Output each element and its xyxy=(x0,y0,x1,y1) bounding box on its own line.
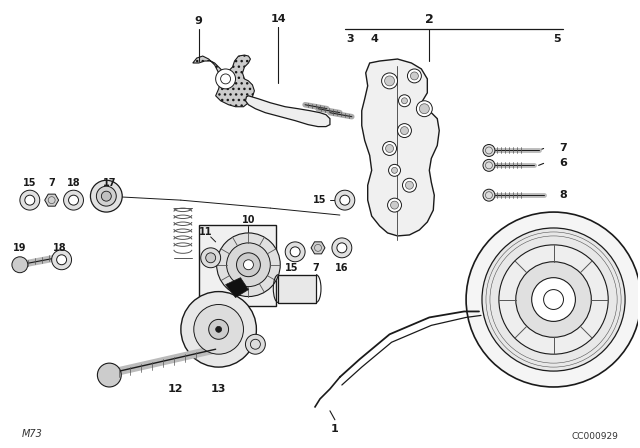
Circle shape xyxy=(516,262,591,337)
Circle shape xyxy=(406,181,413,189)
Circle shape xyxy=(385,76,394,86)
Circle shape xyxy=(217,233,280,297)
Text: 15: 15 xyxy=(285,263,299,273)
Polygon shape xyxy=(45,194,59,206)
Circle shape xyxy=(63,190,83,210)
Text: 14: 14 xyxy=(271,14,286,24)
Polygon shape xyxy=(311,242,325,254)
Circle shape xyxy=(201,248,221,268)
Circle shape xyxy=(390,201,399,209)
Circle shape xyxy=(385,145,394,152)
Circle shape xyxy=(332,238,352,258)
Text: 6: 6 xyxy=(559,159,568,168)
Circle shape xyxy=(335,190,355,210)
Circle shape xyxy=(397,124,412,138)
Circle shape xyxy=(52,250,72,270)
Circle shape xyxy=(181,292,257,367)
Circle shape xyxy=(237,253,260,277)
Circle shape xyxy=(97,186,116,206)
Circle shape xyxy=(12,257,28,273)
Text: 5: 5 xyxy=(553,34,561,44)
Circle shape xyxy=(57,255,67,265)
Circle shape xyxy=(388,198,401,212)
Circle shape xyxy=(408,69,421,83)
Text: 2: 2 xyxy=(425,13,434,26)
Circle shape xyxy=(401,98,408,104)
Text: 4: 4 xyxy=(371,34,379,44)
Text: M73: M73 xyxy=(22,429,43,439)
Text: 3: 3 xyxy=(346,34,354,44)
Text: 12: 12 xyxy=(168,384,184,394)
Text: 7: 7 xyxy=(313,263,319,273)
Circle shape xyxy=(227,243,270,287)
Circle shape xyxy=(194,305,243,354)
Text: 17: 17 xyxy=(102,178,116,188)
Text: 7: 7 xyxy=(559,143,567,154)
Circle shape xyxy=(216,69,236,89)
Circle shape xyxy=(216,326,221,332)
Circle shape xyxy=(97,363,121,387)
Text: 9: 9 xyxy=(195,16,203,26)
Text: 8: 8 xyxy=(559,190,567,200)
Polygon shape xyxy=(193,55,255,107)
Circle shape xyxy=(290,247,300,257)
Circle shape xyxy=(381,73,397,89)
Circle shape xyxy=(101,191,111,201)
Circle shape xyxy=(68,195,79,205)
Text: 10: 10 xyxy=(242,215,255,225)
Circle shape xyxy=(205,253,216,263)
Text: 1: 1 xyxy=(331,424,339,434)
Text: 15: 15 xyxy=(313,195,327,205)
Bar xyxy=(199,225,276,306)
Circle shape xyxy=(388,164,401,177)
Circle shape xyxy=(25,195,35,205)
Polygon shape xyxy=(246,96,330,127)
Circle shape xyxy=(209,319,228,339)
Circle shape xyxy=(532,278,575,321)
Circle shape xyxy=(399,95,410,107)
Circle shape xyxy=(243,260,253,270)
Circle shape xyxy=(392,168,397,173)
Circle shape xyxy=(483,159,495,171)
Polygon shape xyxy=(362,59,439,236)
Circle shape xyxy=(482,228,625,371)
Circle shape xyxy=(417,101,432,116)
Bar xyxy=(278,275,316,302)
Text: CC000929: CC000929 xyxy=(572,432,618,441)
Text: 7: 7 xyxy=(48,178,55,188)
Text: 15: 15 xyxy=(23,178,36,188)
Circle shape xyxy=(383,142,397,155)
Circle shape xyxy=(337,243,347,253)
Circle shape xyxy=(483,189,495,201)
Circle shape xyxy=(410,72,419,80)
Text: 18: 18 xyxy=(67,178,81,188)
Circle shape xyxy=(499,245,608,354)
Circle shape xyxy=(483,145,495,156)
Circle shape xyxy=(285,242,305,262)
Text: 11: 11 xyxy=(199,227,212,237)
Circle shape xyxy=(90,180,122,212)
Circle shape xyxy=(403,178,417,192)
Circle shape xyxy=(466,212,640,387)
Circle shape xyxy=(20,190,40,210)
Circle shape xyxy=(401,127,408,134)
Circle shape xyxy=(419,104,429,114)
Text: 16: 16 xyxy=(335,263,349,273)
Circle shape xyxy=(340,195,350,205)
Text: 13: 13 xyxy=(211,384,227,394)
Text: 18: 18 xyxy=(53,243,67,253)
Polygon shape xyxy=(225,278,248,297)
Circle shape xyxy=(246,334,266,354)
Text: 19: 19 xyxy=(13,243,27,253)
